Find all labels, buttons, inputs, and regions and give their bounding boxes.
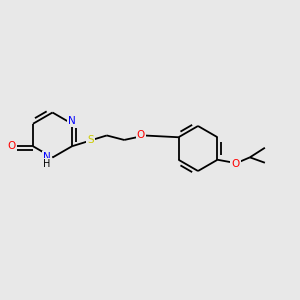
Text: O: O [7, 141, 16, 151]
Text: N: N [43, 152, 51, 163]
Text: O: O [231, 159, 240, 169]
Text: H: H [44, 159, 51, 169]
Text: S: S [87, 135, 94, 145]
Text: N: N [68, 116, 76, 126]
Text: O: O [137, 130, 145, 140]
